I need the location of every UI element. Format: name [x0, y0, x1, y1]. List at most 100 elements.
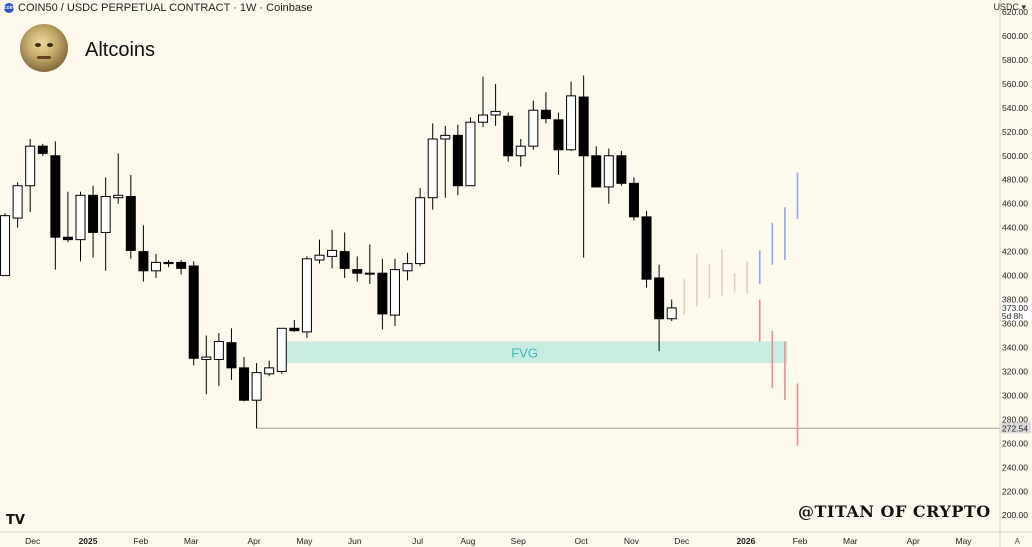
auto-scale-button[interactable]: A [1014, 537, 1020, 546]
candle [100, 177, 111, 271]
candle-body [440, 134, 451, 140]
candle [239, 357, 250, 402]
candle-body [50, 155, 61, 238]
price-tick-label: 500.00 [1002, 151, 1028, 161]
fvg-label: FVG [511, 345, 538, 360]
current-price-label: 373.00 [1002, 303, 1028, 313]
candle-body [490, 110, 501, 116]
candle-body [427, 138, 438, 199]
candle [176, 260, 187, 275]
candle-body [251, 372, 262, 401]
candle [289, 319, 300, 332]
symbol-title[interactable]: COIN50 / USDC PERPETUAL CONTRACT · 1W · … [18, 2, 313, 14]
candle [628, 177, 639, 221]
price-tick-label: 560.00 [1002, 79, 1028, 89]
candle-body [352, 269, 363, 274]
candle [25, 138, 36, 213]
symbol-badge-icon: coin [3, 3, 15, 13]
candle [666, 299, 677, 322]
candle [138, 225, 149, 282]
candle-body [616, 155, 627, 184]
candle-body [188, 265, 199, 359]
tradingview-logo-icon[interactable]: TV [6, 513, 25, 528]
candle [440, 125, 451, 198]
candle [578, 75, 589, 258]
candle-body [415, 197, 426, 265]
candle [88, 185, 99, 258]
price-tick-label: 260.00 [1002, 438, 1028, 448]
candle-body [339, 251, 350, 269]
price-tick-label: 340.00 [1002, 342, 1028, 352]
price-tick-label: 280.00 [1002, 414, 1028, 424]
candle [113, 153, 124, 204]
candle-body [150, 261, 161, 272]
time-tick-label: Dec [25, 536, 41, 546]
price-tick-label: 460.00 [1002, 199, 1028, 209]
candle-body [176, 261, 187, 269]
candle [553, 112, 564, 175]
chevron-down-icon: ▾ [1021, 2, 1026, 12]
price-tick-label: 520.00 [1002, 127, 1028, 137]
candle [591, 146, 602, 188]
candle [327, 230, 338, 269]
candle [540, 92, 551, 124]
candle [213, 333, 224, 386]
price-tick-label: 620.00 [1002, 7, 1028, 17]
price-tick-label: 440.00 [1002, 223, 1028, 233]
candle [427, 123, 438, 210]
price-tick-label: 220.00 [1002, 486, 1028, 496]
candle [339, 232, 350, 278]
price-tick-label: 540.00 [1002, 103, 1028, 113]
candle [314, 239, 325, 264]
price-tick-label: 360.00 [1002, 319, 1028, 329]
candle [264, 360, 275, 377]
candles-layer [0, 75, 677, 429]
candle-body [37, 145, 48, 154]
candle-body [578, 96, 589, 157]
time-tick-label: Nov [624, 536, 640, 546]
candle [125, 174, 136, 259]
currency-selector[interactable]: USDC ▾ [993, 2, 1026, 13]
price-tick-label: 300.00 [1002, 390, 1028, 400]
price-tick-label: 240.00 [1002, 462, 1028, 472]
candle-body [75, 194, 86, 241]
current-price-bg [1001, 301, 1031, 321]
candle [402, 252, 413, 281]
candle [0, 213, 11, 277]
price-tick-label: 600.00 [1002, 31, 1028, 41]
candle-body [515, 145, 526, 157]
candle [37, 143, 48, 156]
candle-body [289, 327, 300, 332]
time-tick-label: Apr [247, 536, 260, 546]
time-tick-label: Oct [575, 536, 589, 546]
projection-layer [683, 172, 799, 446]
price-tick-label: 380.00 [1002, 295, 1028, 305]
candle-body [201, 356, 212, 360]
candle [276, 327, 287, 374]
candle-countdown: 5d 8h [1002, 311, 1024, 321]
candle-body [452, 134, 463, 187]
candle-body [389, 269, 400, 316]
candle [251, 363, 262, 429]
candle-body [113, 194, 124, 199]
time-tick-label: Aug [460, 536, 475, 546]
currency-label: USDC [993, 2, 1019, 12]
candle [478, 76, 489, 128]
candle [654, 264, 665, 352]
candle-body [377, 272, 388, 315]
time-tick-label: Mar [843, 536, 858, 546]
candle-body [540, 109, 551, 120]
candle [150, 254, 161, 278]
candle [163, 260, 174, 268]
candle-body [125, 196, 136, 251]
candle [503, 112, 514, 162]
candle [62, 191, 73, 243]
candle [415, 188, 426, 266]
candle-body [654, 277, 665, 320]
time-tick-label: 2025 [79, 536, 98, 546]
avatar [20, 24, 68, 72]
candle-body [100, 196, 111, 233]
